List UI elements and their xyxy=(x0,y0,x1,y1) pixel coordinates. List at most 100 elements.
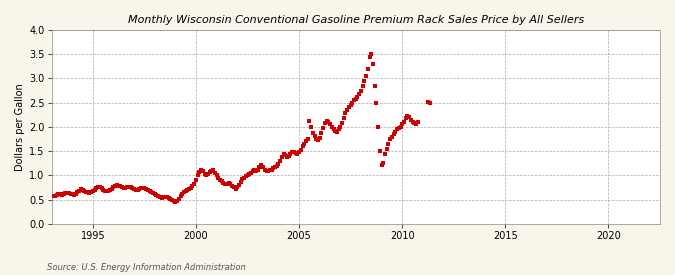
Point xyxy=(208,168,219,173)
Point xyxy=(63,191,74,196)
Point xyxy=(74,189,84,193)
Point xyxy=(242,173,253,178)
Point xyxy=(101,189,112,194)
Point xyxy=(306,125,317,129)
Point xyxy=(354,92,364,96)
Point xyxy=(163,196,174,200)
Point xyxy=(404,115,414,119)
Point xyxy=(412,120,423,124)
Point xyxy=(284,154,294,158)
Point xyxy=(388,132,399,136)
Point xyxy=(165,197,176,201)
Point xyxy=(111,183,122,187)
Point xyxy=(192,173,203,178)
Point xyxy=(197,169,208,174)
Point xyxy=(342,108,352,112)
Point xyxy=(230,187,241,191)
Point xyxy=(273,161,284,166)
Point xyxy=(103,189,113,193)
Point xyxy=(98,188,109,192)
Point xyxy=(400,116,411,120)
Point xyxy=(371,100,382,105)
Point xyxy=(397,122,408,127)
Point xyxy=(247,169,258,174)
Point xyxy=(124,185,134,189)
Point xyxy=(249,168,260,173)
Point xyxy=(130,188,141,192)
Point xyxy=(148,191,159,196)
Point xyxy=(72,190,83,194)
Point xyxy=(220,182,231,186)
Point xyxy=(297,144,308,148)
Point xyxy=(146,190,157,194)
Point xyxy=(177,192,188,196)
Point xyxy=(261,169,272,174)
Point xyxy=(155,195,165,199)
Point xyxy=(376,163,387,167)
Point xyxy=(107,187,117,191)
Point xyxy=(300,139,311,144)
Point xyxy=(316,131,327,135)
Point xyxy=(70,192,81,196)
Point xyxy=(202,172,213,177)
Point xyxy=(113,183,124,188)
Point xyxy=(304,119,315,123)
Point xyxy=(390,130,401,134)
Point xyxy=(171,198,182,203)
Point xyxy=(424,100,435,105)
Point xyxy=(258,164,269,169)
Point xyxy=(395,125,406,129)
Point xyxy=(308,131,319,135)
Point xyxy=(285,151,296,156)
Point xyxy=(58,192,69,196)
Point xyxy=(82,190,93,194)
Point xyxy=(367,62,378,66)
Point xyxy=(315,135,325,140)
Point xyxy=(373,125,383,129)
Point xyxy=(142,188,153,192)
Point xyxy=(244,172,254,177)
Point xyxy=(254,164,265,169)
Point xyxy=(194,170,205,174)
Point xyxy=(259,167,270,172)
Point xyxy=(189,182,200,186)
Point xyxy=(180,189,191,193)
Point xyxy=(86,190,97,194)
Point xyxy=(57,192,68,197)
Point xyxy=(256,163,267,167)
Point xyxy=(392,127,402,131)
Point xyxy=(313,138,323,143)
Point xyxy=(149,192,160,196)
Point xyxy=(378,161,389,166)
Point xyxy=(84,191,95,195)
Point xyxy=(352,95,363,99)
Point xyxy=(53,192,64,196)
Point xyxy=(302,137,313,141)
Point xyxy=(221,182,232,186)
Point xyxy=(326,125,337,129)
Text: Source: U.S. Energy Information Administration: Source: U.S. Energy Information Administ… xyxy=(47,263,246,272)
Point xyxy=(92,185,103,189)
Point xyxy=(360,74,371,78)
Point xyxy=(76,187,86,191)
Point xyxy=(402,114,413,119)
Point xyxy=(410,122,421,127)
Point xyxy=(139,186,150,191)
Point xyxy=(125,185,136,190)
Point xyxy=(151,193,162,197)
Point xyxy=(68,192,79,197)
Point xyxy=(237,177,248,182)
Point xyxy=(95,185,105,190)
Point xyxy=(394,126,404,130)
Point xyxy=(423,100,433,104)
Point xyxy=(175,194,186,198)
Point xyxy=(318,126,329,130)
Point xyxy=(387,134,398,139)
Point xyxy=(122,185,133,190)
Point xyxy=(51,192,62,197)
Point xyxy=(50,194,61,198)
Point xyxy=(357,84,368,88)
Point xyxy=(89,188,100,192)
Point xyxy=(331,130,342,134)
Point xyxy=(239,175,250,180)
